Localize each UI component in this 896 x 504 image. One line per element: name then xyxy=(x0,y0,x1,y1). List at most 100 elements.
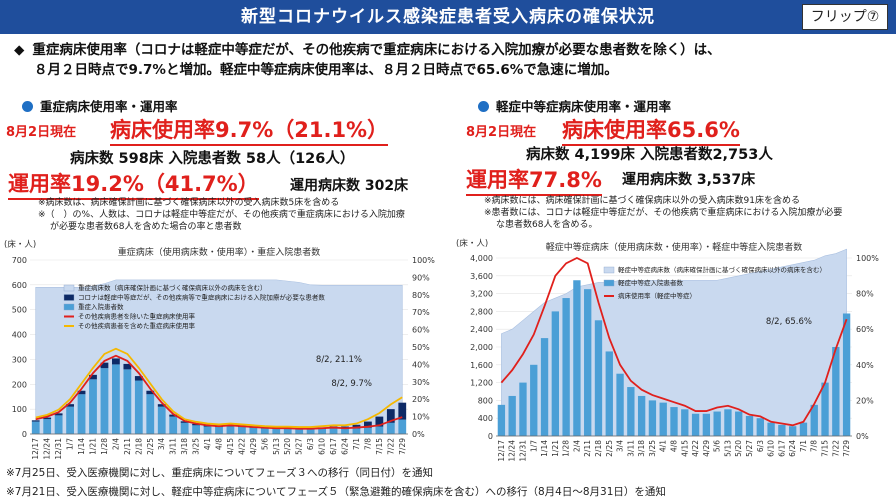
y2-tick-label: 90% xyxy=(412,273,430,282)
bullet-icon xyxy=(478,101,489,112)
right-date-label: 8月2日現在 xyxy=(466,125,537,140)
y2-tick-label: 100% xyxy=(412,256,435,265)
legend-label: コロナは軽症中等症だが、その他疾病等で重症病床における入院加療が必要な患者数 xyxy=(78,293,325,302)
x-tick-label: 6/10 xyxy=(767,440,776,457)
annotation: 8/2, 65.6% xyxy=(766,317,812,327)
bar-patients xyxy=(272,429,281,434)
x-tick-label: 7/8 xyxy=(810,440,819,452)
bar-patients xyxy=(799,422,808,436)
legend-swatch xyxy=(603,279,615,287)
left-note1: ※病床数は、病床確保計画に基づく確保病床以外の受入病床数5床を含める xyxy=(38,198,340,208)
left-op-beds: 運用病床数 302床 xyxy=(290,178,409,194)
bar-other-illness xyxy=(134,376,143,381)
x-tick-label: 3/25 xyxy=(648,440,657,457)
footer-note1: ※7月25日、受入医療機関に対し、重症病床についてフェーズ３への移行（同日付）を… xyxy=(6,467,433,479)
bar-patients xyxy=(398,419,407,434)
bar-patients xyxy=(616,373,624,436)
x-tick-label: 2/11 xyxy=(583,440,592,457)
x-tick-label: 6/17 xyxy=(329,438,338,455)
y-tick-label: 2,000 xyxy=(470,343,493,352)
bar-patients xyxy=(842,313,851,436)
right-notes: ※病床数には、病床確保計画に基づく確保病床以外の受入病床数91床を含める ※患者… xyxy=(484,195,842,231)
x-tick-label: 2/25 xyxy=(146,438,155,455)
y2-tick-label: 20% xyxy=(412,395,430,404)
flip-label: フリップ⑦ xyxy=(802,4,888,30)
x-tick-label: 3/18 xyxy=(637,440,646,457)
bar-patients xyxy=(691,413,700,436)
bar-patients xyxy=(605,351,613,436)
bar-patients xyxy=(530,364,538,436)
bar-patients xyxy=(352,428,361,434)
x-tick-label: 3/11 xyxy=(169,438,178,455)
x-tick-label: 6/3 xyxy=(306,438,315,450)
chart-title: 重症病床（使用病床数・使用率）・重症入院患者数 xyxy=(118,246,321,258)
right-usage-rate: 病床使用率65.6% xyxy=(562,114,740,146)
bar-patients xyxy=(767,422,775,436)
y-tick-label: 700 xyxy=(12,256,27,265)
bar-other-illness xyxy=(31,420,40,422)
y-axis-unit: (床・人) xyxy=(4,239,36,250)
series-line-rate xyxy=(35,347,403,428)
bar-other-illness xyxy=(77,390,86,395)
left-chart: 重症病床（使用病床数・使用率）・重症入院患者数 (床・人) 0 100 200 300 40… xyxy=(0,238,450,464)
x-tick-label: 3/18 xyxy=(180,438,189,455)
x-tick-label: 1/28 xyxy=(562,440,571,457)
x-tick-label: 5/27 xyxy=(745,440,754,457)
bar-patients xyxy=(89,379,97,434)
bar-patients xyxy=(540,338,549,436)
bar-patients xyxy=(66,406,74,434)
bar-patients xyxy=(215,427,223,434)
bar-patients xyxy=(659,402,667,436)
x-tick-label: 4/29 xyxy=(249,438,258,455)
x-tick-label: 6/24 xyxy=(788,440,797,457)
bar-patients xyxy=(832,347,840,436)
y-tick-label: 3,200 xyxy=(470,290,493,299)
right-op-rate: 運用率77.8% xyxy=(466,164,602,196)
footer-note2: ※7月21日、受入医療機関に対し、軽症中等症病床についてフェーズ５（緊急避難的確… xyxy=(6,486,666,498)
bar-patients xyxy=(43,419,52,434)
x-tick-label: 12/24 xyxy=(508,440,517,462)
x-tick-label: 7/15 xyxy=(821,440,830,457)
x-tick-label: 12/31 xyxy=(54,438,63,460)
bar-patients xyxy=(77,394,86,434)
y2-tick-label: 60% xyxy=(412,326,430,335)
x-tick-label: 1/7 xyxy=(66,438,75,450)
bar-other-illness xyxy=(43,417,52,420)
x-tick-label: 4/22 xyxy=(691,440,700,457)
bar-other-illness xyxy=(123,363,132,370)
y2-tick-label: 10% xyxy=(412,413,430,422)
legend-label: その他疾病患者を除いた重症病床使用率 xyxy=(78,312,196,321)
x-tick-label: 3/4 xyxy=(157,438,166,450)
x-tick-label: 1/14 xyxy=(540,440,549,457)
bar-patients xyxy=(318,429,326,434)
bar-patients xyxy=(54,415,63,434)
x-tick-label: 4/1 xyxy=(203,438,212,450)
bar-patients xyxy=(192,425,200,434)
y2-tick-label: 50% xyxy=(412,343,430,352)
x-tick-label: 5/20 xyxy=(283,438,292,455)
x-tick-label: 1/28 xyxy=(100,438,109,455)
bar-patients xyxy=(788,426,797,436)
legend-label: 軽症中等症病床数（病床確保計画に基づく確保病床以外の病床を含む） xyxy=(618,265,826,274)
x-tick-label: 2/18 xyxy=(594,440,603,457)
left-heading-text: 重症病床使用率・運用率 xyxy=(40,99,178,114)
bar-patients xyxy=(295,429,304,434)
x-tick-label: 7/15 xyxy=(375,438,384,455)
legend-label: 重症入院患者数 xyxy=(78,302,124,311)
series-line-rate xyxy=(500,256,848,427)
left-op-rate: 運用率19.2%（41.7%） xyxy=(8,168,259,200)
y-tick-label: 2,800 xyxy=(470,307,493,316)
x-tick-label: 2/18 xyxy=(134,438,143,455)
x-tick-label: 5/6 xyxy=(260,438,269,450)
bar-patients xyxy=(260,428,269,434)
bar-patients xyxy=(519,382,527,436)
legend-swatch xyxy=(63,303,75,311)
bar-patients xyxy=(386,422,395,434)
x-tick-label: 5/20 xyxy=(734,440,743,457)
x-tick-label: 5/13 xyxy=(723,440,732,457)
bar-patients xyxy=(146,394,155,434)
right-note1: ※病床数には、病床確保計画に基づく確保病床以外の受入病床数91床を含める xyxy=(484,196,800,206)
x-tick-label: 7/22 xyxy=(831,440,840,457)
legend-swatch xyxy=(603,266,615,274)
bar-other-illness xyxy=(386,409,395,423)
